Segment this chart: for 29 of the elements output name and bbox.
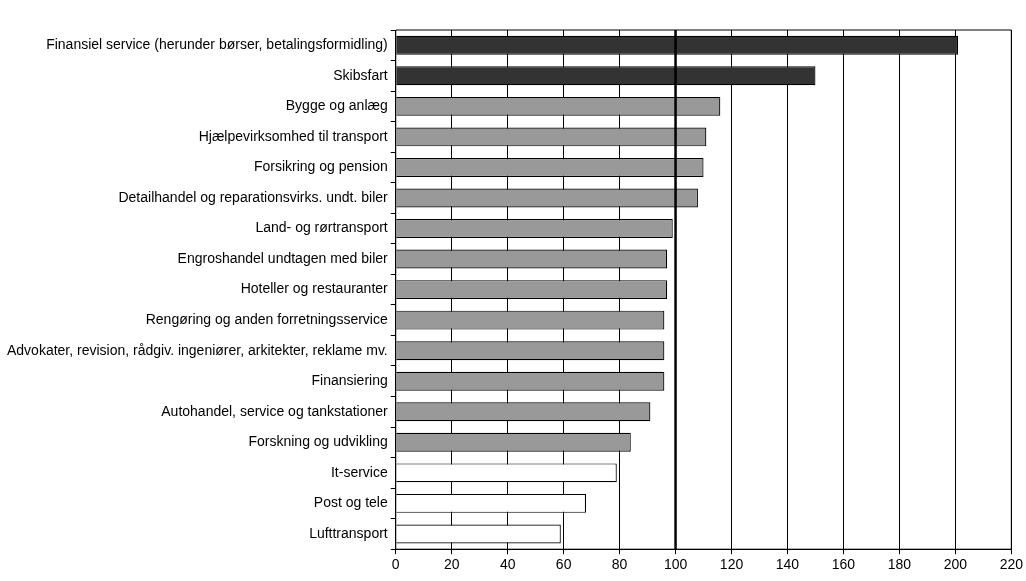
y-tick-label: Engroshandel undtagen med biler — [177, 249, 389, 266]
x-tick-label: 80 — [611, 556, 628, 573]
x-tick-label: 20 — [443, 556, 460, 573]
x-tick-label: 140 — [775, 556, 800, 573]
y-tick-label: Autohandel, service og tankstationer — [161, 402, 389, 419]
x-tick-label: 100 — [663, 556, 688, 573]
y-tick-label: Forskning og udvikling — [248, 433, 388, 450]
x-tick-label: 160 — [831, 556, 856, 573]
y-tick-label: Finansiel service (herunder børser, betalingsformidling) — [46, 36, 388, 53]
y-tick-label: Finansiering — [311, 372, 388, 389]
x-tick-label: 40 — [499, 556, 516, 573]
x-tick-label: 200 — [943, 556, 968, 573]
y-tick-label: Hoteller og restauranter — [240, 280, 389, 297]
x-tick-label: 0 — [391, 556, 400, 573]
x-tick-label: 120 — [719, 556, 744, 573]
y-tick-label: Lufttransport — [309, 524, 388, 541]
x-tick-label: 60 — [555, 556, 572, 573]
y-tick-label: Bygge og anlæg — [285, 97, 388, 114]
y-tick-label: Skibsfart — [333, 66, 388, 83]
y-tick-label: Advokater, revision, rådgiv. ingeniører, arkitekter, reklame mv. — [6, 341, 388, 358]
y-tick-label: Post og tele — [313, 494, 388, 511]
y-tick-label: Detailhandel og reparationsvirks. undt. biler — [118, 188, 389, 205]
y-tick-label: Hjælpevirksomhed til transport — [198, 127, 388, 144]
y-tick-label: Forsikring og pension — [253, 158, 388, 175]
x-tick-label: 180 — [887, 556, 912, 573]
y-tick-label: Land- og rørtransport — [255, 219, 388, 236]
y-tick-label: It-service — [330, 463, 388, 480]
y-tick-label: Rengøring og anden forretningsservice — [145, 311, 388, 327]
x-tick-label: 220 — [999, 556, 1024, 573]
